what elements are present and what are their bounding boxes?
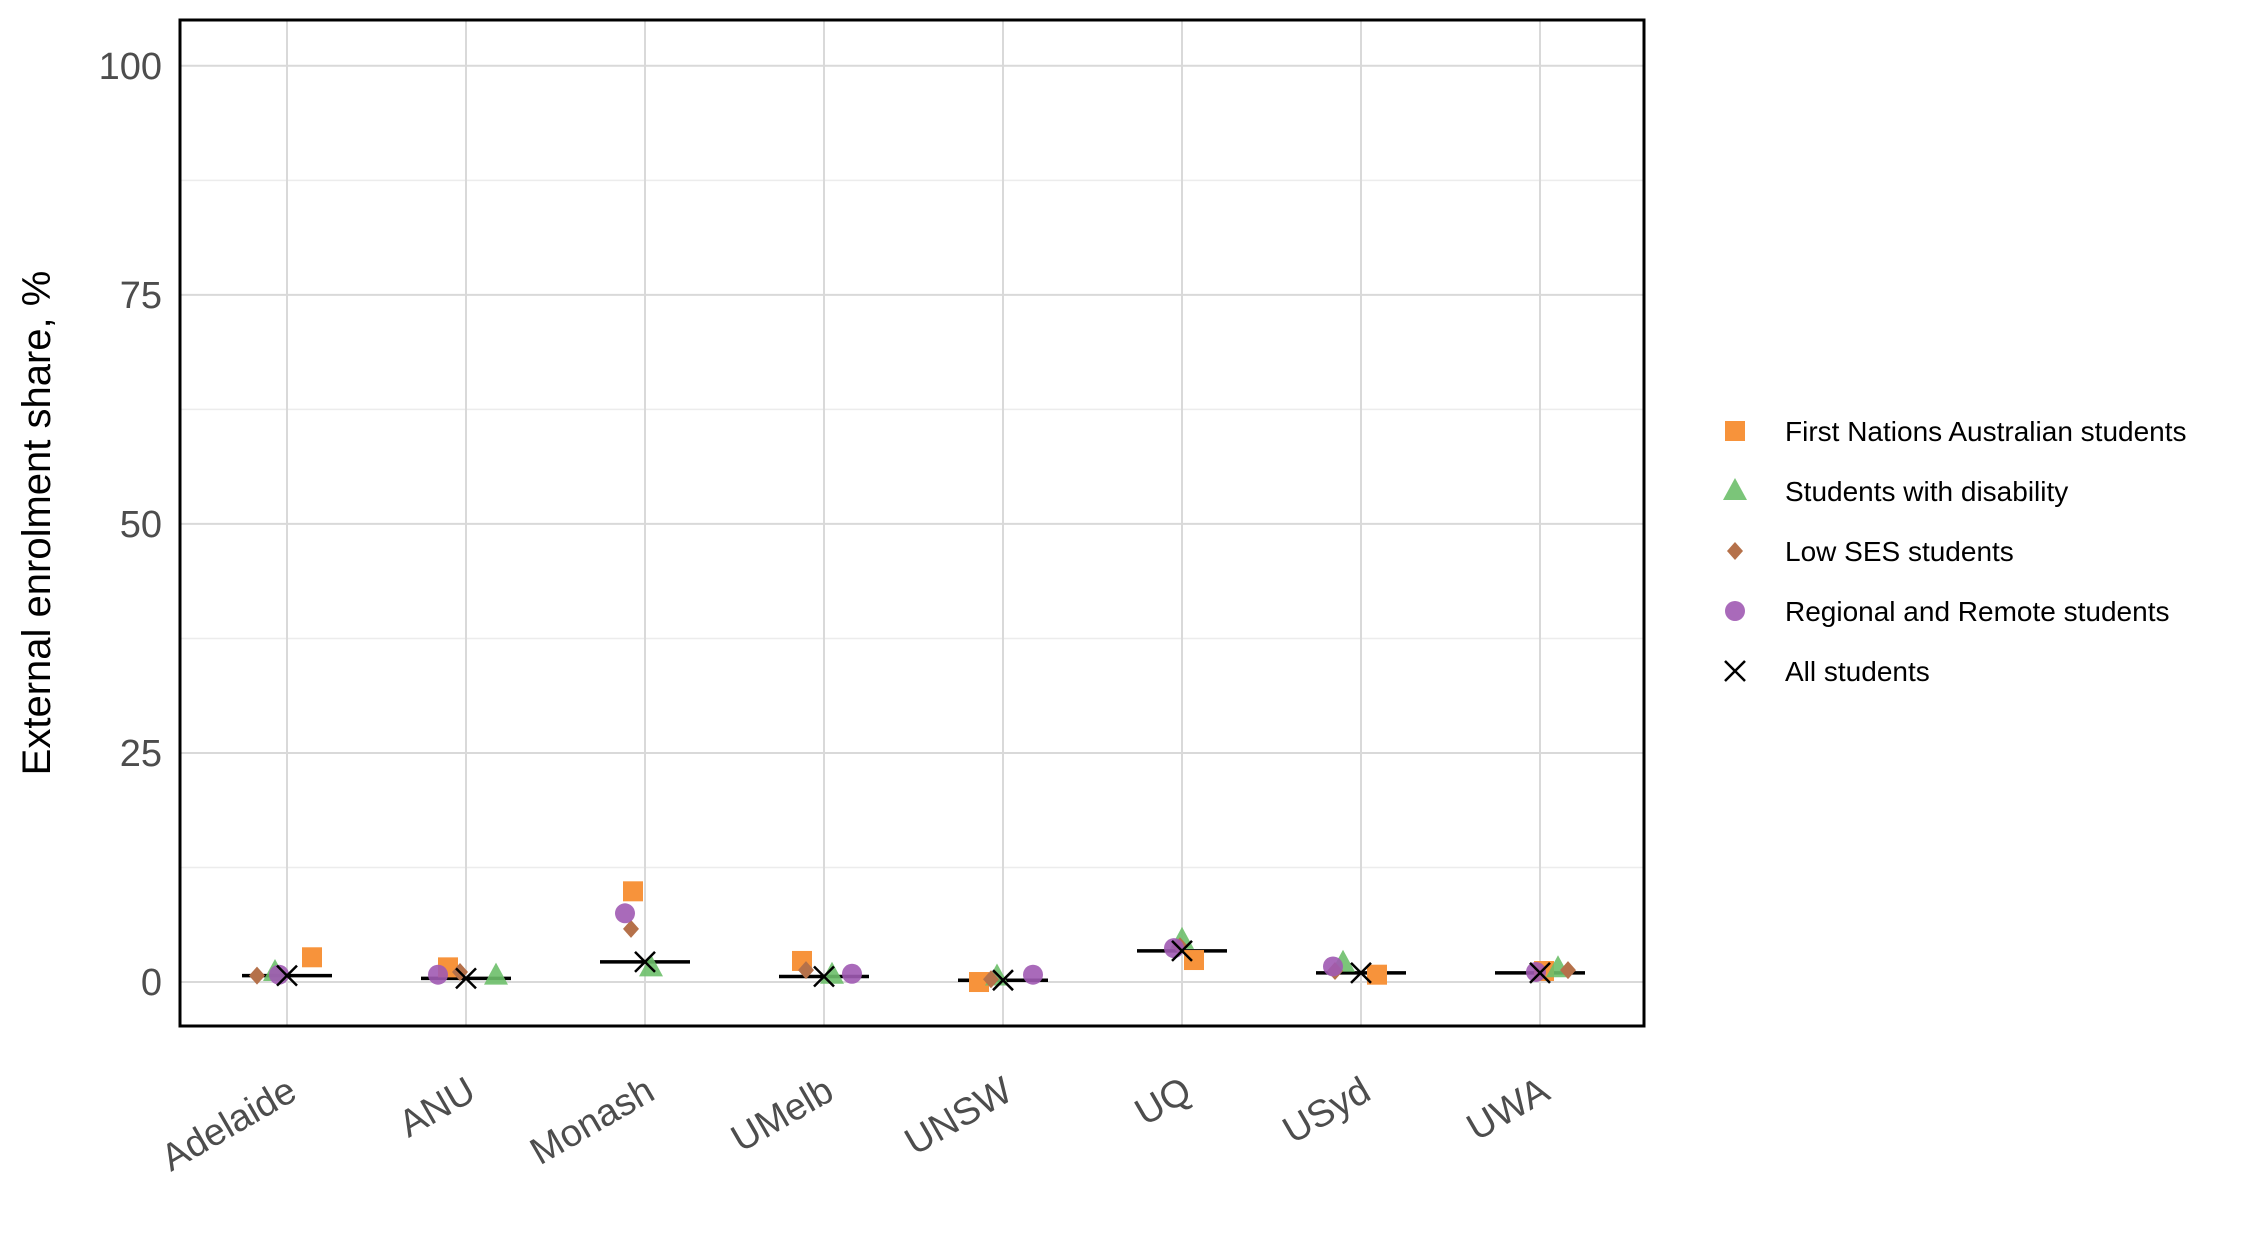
grid-lines [180,20,1644,1026]
point-triangle-anu [484,962,508,985]
x-tick-label: UMelb [724,1069,840,1160]
legend-item: Students with disability [1723,476,2068,507]
point-circle-uwa [1526,961,1546,982]
x-tick-label: Monash [523,1069,661,1173]
x-tick-label: Adelaide [154,1069,303,1179]
point-circle-anu [428,964,448,985]
y-tick-label: 100 [99,46,162,88]
point-diamond-adelaide [249,966,265,985]
point-circle-unsw [1023,964,1043,985]
point-diamond-umelb [798,961,814,980]
point-cross-umelb [813,965,835,988]
legend-key-cross [1724,660,1746,682]
x-tick-label: UQ [1128,1069,1198,1134]
legend: First Nations Australian students Student… [1723,416,2187,687]
legend-key-triangle [1723,478,1747,500]
point-square-adelaide [302,947,322,968]
point-triangle-monash [639,954,663,977]
point-square-unsw [969,972,989,993]
x-tick-label: ANU [392,1069,482,1145]
point-square-uq [1184,950,1204,971]
legend-label: Regional and Remote students [1785,596,2169,627]
point-cross-anu [455,967,477,990]
point-circle-umelb [842,963,862,984]
x-axis-tick-labels: Adelaide ANU Monash UMelb UNSW UQ USyd UWA [154,1069,1557,1180]
y-tick-label: 50 [120,504,162,546]
point-cross-adelaide [276,964,298,987]
point-cross-uq [1171,939,1193,962]
point-square-usyd [1367,964,1387,985]
legend-item: First Nations Australian students [1725,416,2187,447]
point-cross-unsw [992,969,1014,992]
legend-label: Students with disability [1785,476,2068,507]
point-cross-usyd [1350,961,1372,984]
point-square-monash [623,881,643,902]
y-tick-label: 0 [141,962,162,1004]
point-cross-monash [634,950,656,973]
legend-label: First Nations Australian students [1785,416,2187,447]
legend-key-diamond [1727,542,1743,560]
point-diamond-unsw [983,970,999,989]
point-diamond-monash [623,919,639,938]
x-tick-label: UNSW [898,1069,1020,1163]
legend-key-circle [1725,601,1745,621]
legend-label: All students [1785,656,1930,687]
legend-label: Low SES students [1785,536,2014,567]
legend-item: All students [1724,656,1930,687]
x-tick-label: USyd [1276,1069,1377,1152]
point-diamond-uwa [1560,961,1576,980]
legend-key-square [1725,421,1745,441]
y-tick-label: 25 [120,733,162,775]
x-tick-label: UWA [1460,1069,1557,1149]
legend-item: Low SES students [1727,536,2014,567]
point-circle-monash [615,903,635,924]
y-tick-label: 75 [120,275,162,317]
plot-panel-border [178,18,1646,1028]
legend-item: Regional and Remote students [1725,596,2169,627]
data-points [249,881,1576,993]
y-axis-title: External enrolment share, % [15,271,59,776]
point-circle-usyd [1323,956,1343,977]
point-cross-uwa [1529,961,1551,984]
y-axis-tick-labels: 0 25 50 75 100 [99,46,162,1004]
